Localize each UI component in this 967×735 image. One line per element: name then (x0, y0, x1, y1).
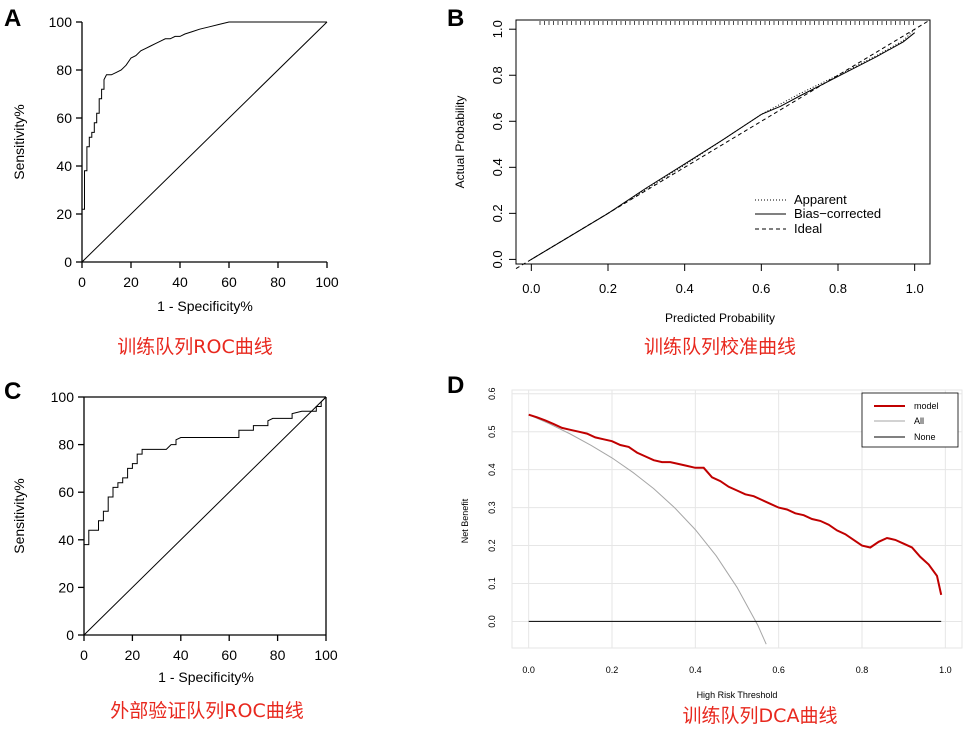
legend-box-d (861, 392, 959, 448)
caption-a: 训练队列ROC曲线 (117, 336, 272, 358)
legend-model: model (914, 401, 939, 411)
y-tick-label-c: 0 (66, 627, 74, 643)
ticks-a: 0 20 40 60 80 100 0 20 40 60 80 100 (49, 14, 339, 290)
rug-marks-b (539, 21, 914, 25)
legend-d: model All None (861, 392, 959, 448)
panel-label-c: C (4, 378, 21, 405)
reference-line-a (81, 21, 328, 263)
y-tick-label-b: 0.0 (490, 250, 505, 268)
ideal-line-b (515, 19, 931, 270)
reference-line-c (83, 396, 327, 636)
y-axis-label-c: Sensitivity% (11, 478, 27, 553)
all-curve-d (528, 414, 767, 645)
panel-label-a: A (4, 5, 21, 32)
x-axis-label-b: Predicted Probability (665, 311, 775, 325)
y-tick-label-d: 0.6 (487, 388, 497, 401)
x-tick-label-d: 0.8 (856, 665, 869, 675)
y-tick-label-a: 80 (56, 62, 72, 78)
caption-c: 外部验证队列ROC曲线 (110, 700, 303, 722)
x-tick-label-a: 40 (172, 274, 188, 290)
x-axis-label-d: High Risk Threshold (697, 690, 778, 700)
legend-ideal: Ideal (794, 221, 822, 236)
y-tick-label-b: 0.2 (490, 204, 505, 222)
x-tick-label-c: 20 (125, 647, 141, 663)
panel-b: B 0.0 0.2 0.4 0.6 0.8 1.0 0.0 0.2 0.4 0.6 0.8 1.0 P… (447, 5, 931, 358)
legend-apparent: Apparent (794, 192, 847, 207)
panel-a: A 0 20 40 60 80 100 0 20 40 60 80 100 1 - Specifici… (4, 5, 339, 358)
x-tick-label-d: 0.4 (689, 665, 702, 675)
y-tick-label-a: 100 (49, 14, 73, 30)
legend-all: All (914, 416, 924, 426)
y-tick-label-d: 0.0 (487, 615, 497, 628)
y-tick-label-b: 0.6 (490, 112, 505, 130)
y-tick-label-b: 0.8 (490, 66, 505, 84)
panel-c: C 0 20 40 60 80 100 0 20 40 60 80 100 1 - Specifici… (4, 378, 338, 722)
roc-curve-a (81, 21, 327, 262)
y-axis-label-a: Sensitivity% (11, 104, 27, 179)
y-tick-label-d: 0.1 (487, 577, 497, 590)
y-tick-label-a: 20 (56, 206, 72, 222)
x-tick-label-c: 100 (314, 647, 338, 663)
x-tick-label-a: 60 (221, 274, 237, 290)
y-tick-label-d: 0.4 (487, 463, 497, 476)
y-tick-label-c: 60 (58, 484, 74, 500)
model-curve-d (528, 413, 943, 596)
y-tick-label-d: 0.3 (487, 501, 497, 514)
x-tick-label-c: 60 (221, 647, 237, 663)
y-tick-label-b: 1.0 (490, 20, 505, 38)
x-tick-label-d: 0.2 (606, 665, 619, 675)
y-tick-label-c: 20 (58, 579, 74, 595)
y-axis-label-d: Net Benefit (460, 498, 470, 543)
y-tick-label-d: 0.5 (487, 425, 497, 438)
x-tick-label-d: 0.0 (522, 665, 535, 675)
x-tick-label-b: 0.8 (829, 281, 847, 296)
y-tick-label-c: 100 (51, 389, 75, 405)
y-tick-label-a: 40 (56, 158, 72, 174)
x-tick-label-b: 0.0 (522, 281, 540, 296)
roc-curve-c (83, 396, 327, 635)
ticks-b: 0.0 0.2 0.4 0.6 0.8 1.0 0.0 0.2 0.4 0.6 0.8 1.0 (490, 20, 924, 296)
y-tick-label-c: 40 (58, 532, 74, 548)
x-tick-label-b: 0.4 (676, 281, 694, 296)
x-tick-label-d: 1.0 (939, 665, 952, 675)
x-tick-label-a: 0 (78, 274, 86, 290)
panel-label-d: D (447, 372, 464, 399)
y-tick-label-a: 0 (64, 254, 72, 270)
panel-d: D 0.0 0.2 0.4 0.6 0.8 1.00.00.10.20.30.40.50.… (447, 372, 963, 727)
plot-frame-b (515, 19, 931, 265)
x-tick-label-d: 0.6 (772, 665, 785, 675)
y-tick-label-c: 80 (58, 437, 74, 453)
x-axis-label-a: 1 - Specificity% (157, 298, 253, 314)
caption-b: 训练队列校准曲线 (644, 336, 796, 358)
x-tick-label-a: 80 (270, 274, 286, 290)
x-tick-label-c: 40 (173, 647, 189, 663)
x-tick-label-b: 0.6 (752, 281, 770, 296)
x-tick-label-c: 80 (270, 647, 286, 663)
legend-none: None (914, 432, 936, 442)
x-tick-label-b: 0.2 (599, 281, 617, 296)
x-tick-label-a: 100 (315, 274, 339, 290)
x-tick-label-c: 0 (80, 647, 88, 663)
panel-label-b: B (447, 5, 464, 32)
legend-bias-corrected: Bias−corrected (794, 206, 881, 221)
x-tick-label-b: 1.0 (906, 281, 924, 296)
ticks-d: 0.0 0.2 0.4 0.6 0.8 1.0 0.0 0.1 0.2 0.3 0.4 0.5 0.6 (487, 388, 952, 675)
y-tick-label-b: 0.4 (490, 158, 505, 176)
y-tick-label-d: 0.2 (487, 539, 497, 552)
y-tick-label-a: 60 (56, 110, 72, 126)
caption-d: 训练队列DCA曲线 (683, 705, 838, 727)
legend-b: Apparent Bias−corrected Ideal (755, 192, 881, 236)
x-tick-label-a: 20 (123, 274, 139, 290)
plot-frame-d (511, 389, 963, 649)
ticks-c: 0 20 40 60 80 100 0 20 40 60 80 100 (51, 389, 338, 663)
y-axis-label-b: Actual Probability (453, 96, 467, 189)
x-axis-label-c: 1 - Specificity% (158, 669, 254, 685)
